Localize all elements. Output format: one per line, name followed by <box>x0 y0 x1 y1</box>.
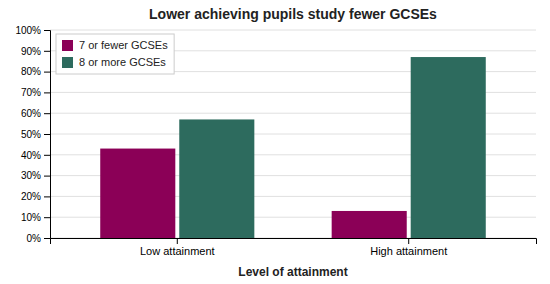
chart: 0% 10% 20% 30% 40% 50% 60% 70% 80% 90% 100% Low att… <box>0 0 550 284</box>
legend: 7 or fewer GCSEs 8 or more GCSEs <box>56 34 174 74</box>
legend-swatch <box>62 40 73 51</box>
legend-label: 7 or fewer GCSEs <box>79 39 168 51</box>
series <box>179 57 486 238</box>
tick-label: 60% <box>21 108 41 119</box>
grid-line <box>50 30 536 31</box>
bar <box>179 119 254 238</box>
tick-label: 100% <box>15 25 41 36</box>
tick: 0% <box>27 233 50 244</box>
axis-line <box>44 31 51 239</box>
tick: 50% <box>21 129 50 140</box>
tick-label: 0% <box>27 233 42 244</box>
bar <box>100 149 175 238</box>
tick-mark <box>44 30 50 31</box>
tick-label: 80% <box>21 66 41 77</box>
legend-swatch <box>62 57 73 68</box>
bars <box>100 57 486 238</box>
y-axis: 0% 10% 20% 30% 40% 50% 60% 70% 80% 90% 100% <box>15 25 50 244</box>
tick: 100% <box>15 25 50 36</box>
tick-mark <box>44 155 50 156</box>
tick-label: 50% <box>21 129 41 140</box>
tick: 70% <box>21 87 50 98</box>
tick-mark <box>44 72 50 73</box>
tick-mark <box>44 238 50 239</box>
tick-label: 40% <box>21 150 41 161</box>
axis-line <box>51 239 537 245</box>
tick-mark <box>44 51 50 52</box>
tick: High attainment <box>370 238 447 257</box>
tick-label: 70% <box>21 87 41 98</box>
legend-item: 7 or fewer GCSEs <box>62 39 168 51</box>
tick: 10% <box>21 212 50 223</box>
tick-label: High attainment <box>370 245 447 257</box>
x-axis: Low attainment High attainment <box>51 238 537 257</box>
tick-label: 90% <box>21 46 41 57</box>
x-axis-title: Level of attainment <box>238 265 347 279</box>
tick: 40% <box>21 150 50 161</box>
tick-mark <box>44 134 50 135</box>
grid <box>50 30 536 238</box>
tick: Low attainment <box>140 238 215 257</box>
tick-label: 20% <box>21 191 41 202</box>
tick-mark <box>44 217 50 218</box>
tick: 30% <box>21 170 50 181</box>
tick-label: 10% <box>21 212 41 223</box>
tick-mark <box>408 238 409 244</box>
bar <box>332 211 407 238</box>
legend-frame <box>56 34 174 74</box>
tick: 60% <box>21 108 50 119</box>
tick: 90% <box>21 46 50 57</box>
plot: 0% 10% 20% 30% 40% 50% 60% 70% 80% 90% 100% Low att… <box>15 25 536 257</box>
tick-mark <box>44 113 50 114</box>
tick-mark <box>177 238 178 244</box>
tick: 80% <box>21 66 50 77</box>
tick-mark <box>44 176 50 177</box>
title: Lower achieving pupils study fewer GCSEs <box>149 6 437 22</box>
legend-item: 8 or more GCSEs <box>62 56 166 68</box>
tick-label: 30% <box>21 170 41 181</box>
tick-mark <box>44 92 50 93</box>
legend-label: 8 or more GCSEs <box>79 56 166 68</box>
tick-label: Low attainment <box>140 245 215 257</box>
bar <box>411 57 486 238</box>
tick: 20% <box>21 191 50 202</box>
tick-mark <box>44 196 50 197</box>
